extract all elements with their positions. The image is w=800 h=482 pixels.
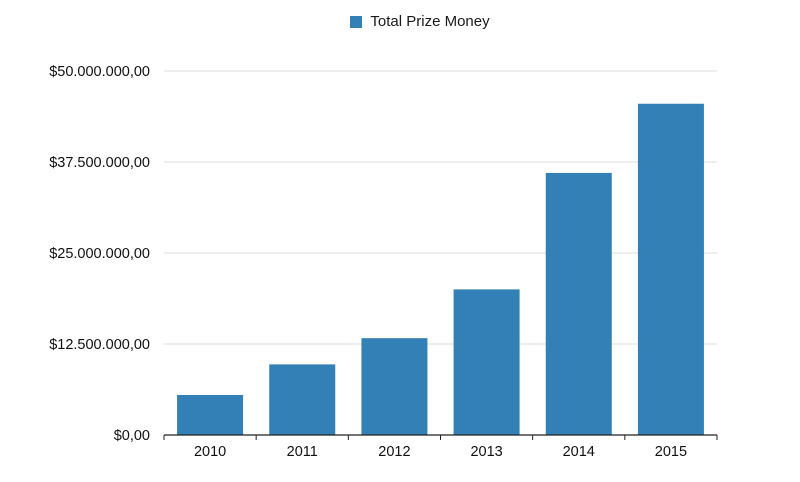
bar-2015 xyxy=(637,103,704,435)
bar-2010 xyxy=(177,394,244,435)
y-tick-label: $0,00 xyxy=(114,428,150,444)
y-tick-label: $12.500.000,00 xyxy=(49,337,150,353)
bar-2012 xyxy=(361,338,428,435)
legend-item: Total Prize Money xyxy=(350,13,490,30)
bar-2013 xyxy=(453,289,520,435)
x-tick-label: 2012 xyxy=(378,444,410,460)
y-tick-label: $50.000.000,00 xyxy=(49,64,150,80)
x-tick-label: 2011 xyxy=(287,444,318,460)
y-tick-label: $37.500.000,00 xyxy=(49,155,150,171)
x-tick-label: 2014 xyxy=(563,444,595,460)
legend-label: Total Prize Money xyxy=(370,13,490,30)
bar-2014 xyxy=(545,172,612,436)
x-tick-label: 2013 xyxy=(470,444,502,460)
bar-2011 xyxy=(269,364,336,435)
y-tick-label: $25.000.000,00 xyxy=(49,246,150,262)
x-tick-label: 2015 xyxy=(655,444,687,460)
legend-swatch xyxy=(350,15,363,28)
legend: Total Prize Money xyxy=(0,13,800,33)
x-tick-label: 2010 xyxy=(194,444,226,460)
